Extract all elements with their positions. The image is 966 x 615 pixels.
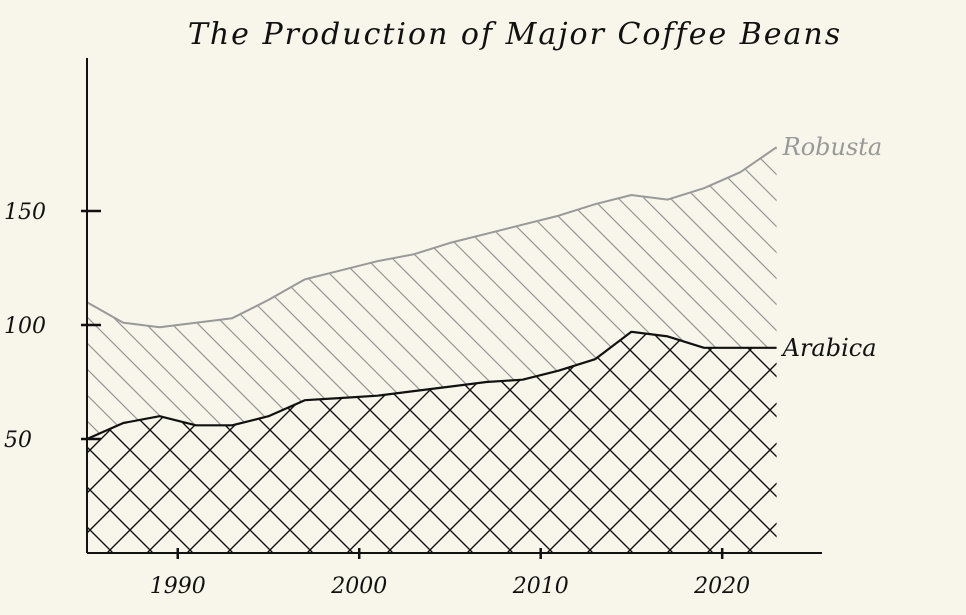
y-tick-label: 100 bbox=[4, 314, 46, 339]
y-tick-label: 150 bbox=[4, 200, 46, 225]
x-tick-label: 1990 bbox=[150, 574, 206, 599]
arabica-line bbox=[86, 330, 777, 441]
x-tick-label: 2010 bbox=[512, 574, 569, 599]
arabica-label: Arabica bbox=[781, 334, 877, 362]
axes: 50 100 150 1990 2000 2010 2020 bbox=[4, 58, 822, 599]
chart-title: The Production of Major Coffee Beans bbox=[188, 17, 842, 52]
robusta-line bbox=[86, 146, 778, 329]
arabica-hatch bbox=[87, 331, 777, 553]
x-tick-label: 2000 bbox=[330, 574, 387, 599]
y-tick-label: 50 bbox=[4, 428, 32, 453]
robusta-label: Robusta bbox=[782, 133, 883, 161]
series-layer: Robusta Arabica bbox=[86, 133, 883, 441]
x-tick-label: 2020 bbox=[693, 574, 750, 599]
hatch-fill-layer bbox=[87, 147, 777, 553]
